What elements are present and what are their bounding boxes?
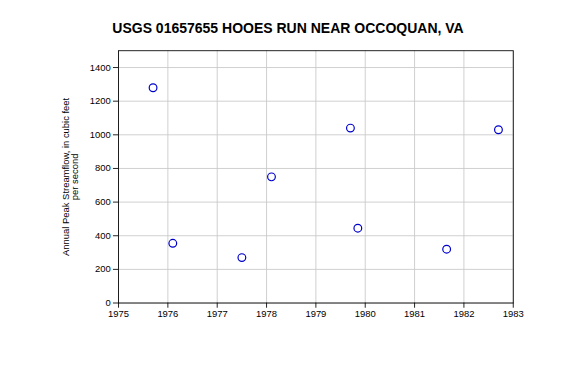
svg-text:800: 800 bbox=[95, 162, 111, 173]
svg-text:400: 400 bbox=[95, 230, 111, 241]
svg-text:1983: 1983 bbox=[503, 308, 524, 319]
svg-text:1978: 1978 bbox=[256, 308, 277, 319]
svg-text:1977: 1977 bbox=[207, 308, 228, 319]
svg-text:1979: 1979 bbox=[305, 308, 326, 319]
svg-text:200: 200 bbox=[95, 263, 111, 274]
svg-text:Annual Peak Streamflow, in cub: Annual Peak Streamflow, in cubic feetper… bbox=[60, 97, 80, 256]
svg-text:1982: 1982 bbox=[453, 308, 474, 319]
svg-text:1000: 1000 bbox=[90, 129, 111, 140]
svg-text:1975: 1975 bbox=[108, 308, 129, 319]
svg-text:1980: 1980 bbox=[355, 308, 376, 319]
svg-text:600: 600 bbox=[95, 196, 111, 207]
svg-text:1976: 1976 bbox=[157, 308, 178, 319]
svg-text:1400: 1400 bbox=[90, 62, 111, 73]
html-text:USGS 01657655 HOOES RUN NEAR O: USGS 01657655 HOOES RUN NEAR OCCOQUAN, V… bbox=[112, 20, 464, 36]
svg-text:1981: 1981 bbox=[404, 308, 425, 319]
svg-text:1200: 1200 bbox=[90, 95, 111, 106]
svg-text:0: 0 bbox=[106, 297, 111, 308]
